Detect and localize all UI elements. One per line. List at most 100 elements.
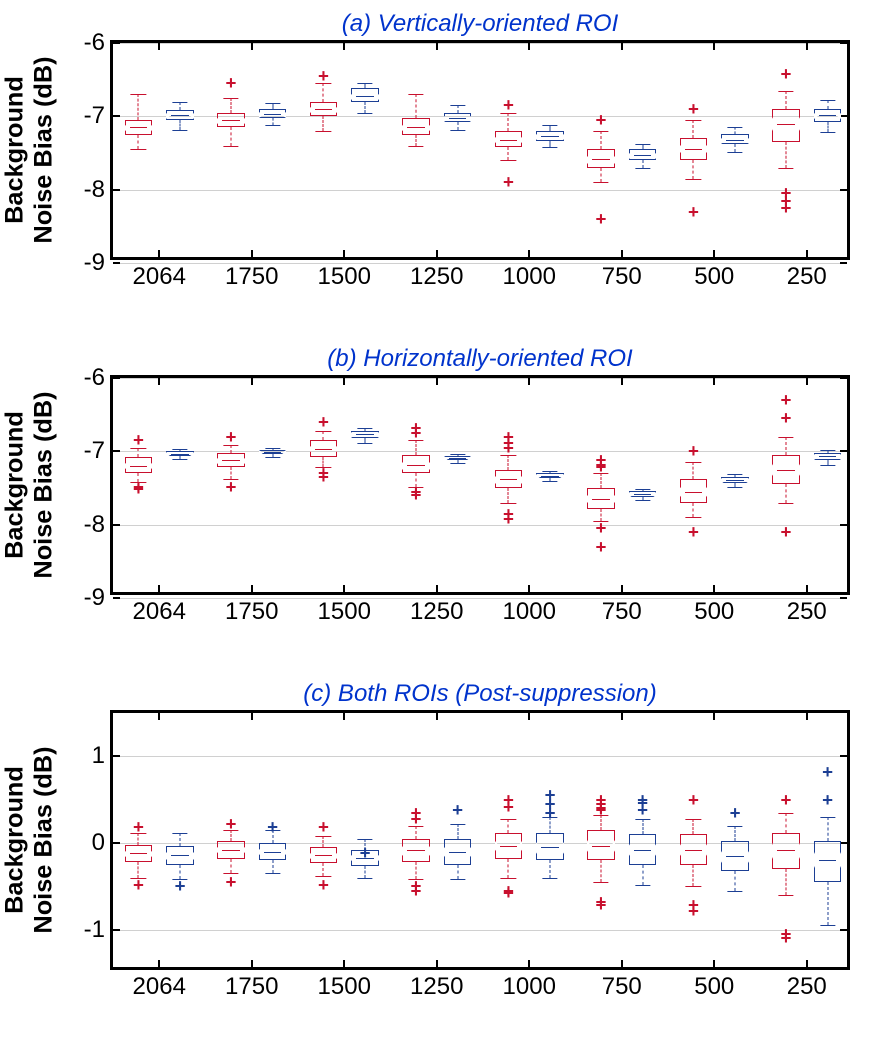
- xtick-label: 750: [602, 598, 642, 626]
- boxplot-blue: +: [166, 713, 194, 973]
- tick: [621, 585, 623, 592]
- tick: [713, 585, 715, 592]
- tick: [806, 585, 808, 592]
- boxplot-blue: [629, 378, 657, 598]
- xtick-label: 1000: [503, 598, 556, 626]
- xtick-label: 1750: [225, 598, 278, 626]
- tick: [621, 43, 623, 50]
- ytick-label: -7: [84, 102, 105, 130]
- boxplot-blue: [721, 43, 749, 263]
- tick: [528, 43, 530, 50]
- tick: [158, 585, 160, 592]
- xtick-label: 2064: [133, 973, 186, 1001]
- boxplot-red: +++: [125, 378, 153, 598]
- tick: [343, 43, 345, 50]
- boxplot-blue: [444, 43, 472, 263]
- tick: [251, 43, 253, 50]
- boxplot-red: +++: [310, 378, 338, 598]
- panel-title-a: (a) Vertically-oriented ROI: [110, 10, 850, 38]
- boxplot-red: ++: [310, 713, 338, 973]
- tick: [158, 43, 160, 50]
- xtick-label: 1750: [225, 263, 278, 291]
- tick: [436, 250, 438, 257]
- xtick-label: 1000: [503, 263, 556, 291]
- ytick-label: -6: [84, 364, 105, 392]
- tick: [713, 378, 715, 385]
- boxplot-blue: +: [444, 713, 472, 973]
- gridline: [113, 598, 847, 599]
- boxplot-blue: [351, 378, 379, 598]
- xtick-label: 750: [602, 973, 642, 1001]
- ytick-label: 0: [92, 829, 105, 857]
- boxplot-red: ++: [680, 378, 708, 598]
- tick: [158, 250, 160, 257]
- xtick-label: 1750: [225, 973, 278, 1001]
- tick: [251, 713, 253, 720]
- boxplot-red: ++: [680, 43, 708, 263]
- ylabel-line1: Background: [1, 391, 30, 578]
- xtick-label: 250: [787, 263, 827, 291]
- boxplot-blue: ++: [814, 713, 842, 973]
- tick: [621, 713, 623, 720]
- tick: [806, 378, 808, 385]
- tick: [436, 585, 438, 592]
- figure: { "global": { "figure_width_px": 879, "f…: [0, 0, 879, 1050]
- boxplot-blue: +: [721, 713, 749, 973]
- tick: [113, 450, 120, 452]
- tick: [158, 713, 160, 720]
- xtick-label: 500: [694, 973, 734, 1001]
- xtick-label: 500: [694, 263, 734, 291]
- tick: [621, 378, 623, 385]
- boxplot-blue: +++: [629, 713, 657, 973]
- tick: [343, 960, 345, 967]
- tick: [343, 250, 345, 257]
- boxplot-red: ++: [495, 43, 523, 263]
- tick: [528, 250, 530, 257]
- tick: [343, 585, 345, 592]
- boxplot-red: [402, 43, 430, 263]
- tick: [343, 378, 345, 385]
- plot-frame-b: -6-7-8-92064+++1750++1500+++1250++++1000…: [110, 375, 850, 595]
- ytick-label: -6: [84, 29, 105, 57]
- boxplot-blue: +++: [536, 713, 564, 973]
- tick: [806, 960, 808, 967]
- boxplot-red: +: [310, 43, 338, 263]
- tick: [436, 378, 438, 385]
- boxplot-red: ++++: [402, 378, 430, 598]
- xtick-label: 1500: [318, 263, 371, 291]
- ytick-label: -7: [84, 437, 105, 465]
- boxplot-red: ++: [587, 43, 615, 263]
- ytick-label: -8: [84, 511, 105, 539]
- boxplot-blue: [166, 378, 194, 598]
- xtick-label: 1250: [410, 973, 463, 1001]
- panel-title-c: (c) Both ROIs (Post-suppression): [110, 680, 850, 708]
- boxplot-red: ++: [217, 378, 245, 598]
- boxplot-blue: +: [351, 713, 379, 973]
- tick: [113, 755, 120, 757]
- ylabel-line2: Noise Bias (dB): [30, 746, 59, 933]
- tick: [436, 713, 438, 720]
- ylabel-line2: Noise Bias (dB): [30, 56, 59, 243]
- boxplot-red: +++: [772, 378, 800, 598]
- tick: [113, 42, 120, 44]
- tick: [113, 262, 120, 264]
- ytick-label: -9: [84, 584, 105, 612]
- tick: [251, 585, 253, 592]
- plot-frame-c: 10-12064+++1750+++1500+++1250+++++1000++…: [110, 710, 850, 970]
- ylabel-line1: Background: [1, 56, 30, 243]
- tick: [528, 960, 530, 967]
- xtick-label: 1250: [410, 598, 463, 626]
- ylabel-line1: Background: [1, 746, 30, 933]
- xtick-label: 250: [787, 598, 827, 626]
- tick: [113, 377, 120, 379]
- tick: [343, 713, 345, 720]
- tick: [528, 378, 530, 385]
- xtick-label: 750: [602, 263, 642, 291]
- boxplot-blue: [351, 43, 379, 263]
- boxplot-red: ++: [217, 713, 245, 973]
- xtick-label: 1500: [318, 973, 371, 1001]
- boxplot-red: ++: [125, 713, 153, 973]
- xtick-label: 1500: [318, 598, 371, 626]
- boxplot-red: +: [217, 43, 245, 263]
- boxplot-red: +++++: [587, 378, 615, 598]
